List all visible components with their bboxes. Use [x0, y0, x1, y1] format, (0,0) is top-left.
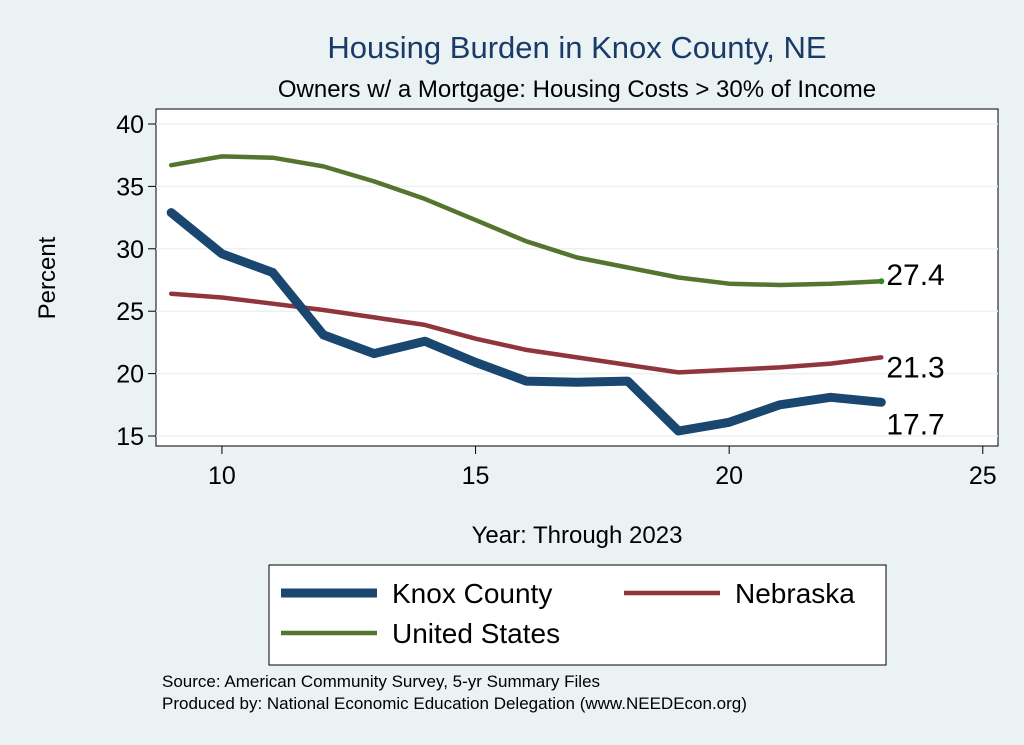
- y-tick-label: 30: [116, 236, 144, 264]
- series-line-knox-county: [166, 208, 886, 436]
- legend: Knox County Nebraska United States: [268, 564, 887, 666]
- source-line-1: Source: American Community Survey, 5-yr …: [162, 672, 600, 691]
- plot-area: [155, 108, 999, 447]
- series-line-united-states: [168, 154, 884, 288]
- y-tick-label: 35: [116, 173, 144, 201]
- x-tick-label: 15: [462, 462, 490, 490]
- y-axis-title: Percent: [34, 236, 61, 319]
- y-tick-label: 15: [116, 423, 144, 451]
- axes: 15 20 25 30 35 40 10 15 20 25: [116, 111, 997, 490]
- grid-lines: [156, 123, 998, 437]
- series-line-nebraska: [168, 291, 884, 375]
- end-labels: 27.4 21.3 17.7: [886, 259, 944, 441]
- legend-label-knox-county: Knox County: [392, 578, 552, 609]
- chart-title: Housing Burden in Knox County, NE: [327, 30, 826, 65]
- x-axis-title: Year: Through 2023: [472, 522, 683, 549]
- chart-subtitle: Owners w/ a Mortgage: Housing Costs > 30…: [278, 76, 876, 103]
- end-marker-united-states: [878, 278, 885, 285]
- end-label-knox-county: 17.7: [886, 408, 944, 441]
- x-tick-label: 25: [969, 462, 997, 490]
- legend-label-united-states: United States: [392, 618, 560, 649]
- legend-box: [268, 564, 887, 666]
- series-lines: [166, 154, 886, 436]
- y-tick-label: 25: [116, 298, 144, 326]
- end-label-united-states: 27.4: [886, 259, 944, 292]
- end-label-nebraska: 21.3: [886, 351, 944, 384]
- legend-label-nebraska: Nebraska: [735, 578, 855, 609]
- x-tick-label: 20: [715, 462, 743, 490]
- y-tick-label: 20: [116, 361, 144, 389]
- source-line-2: Produced by: National Economic Education…: [162, 694, 747, 713]
- x-tick-label: 10: [208, 462, 236, 490]
- y-tick-label: 40: [116, 111, 144, 139]
